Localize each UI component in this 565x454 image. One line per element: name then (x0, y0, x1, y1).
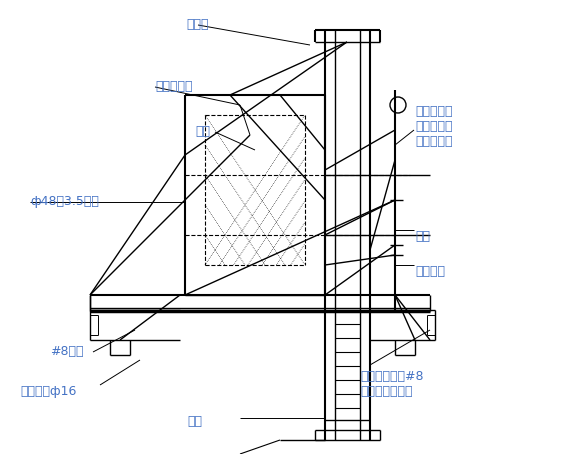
Text: 钢柱: 钢柱 (188, 415, 202, 428)
Text: ф48＊3.5钢管: ф48＊3.5钢管 (30, 195, 99, 208)
Text: 槽钢用铅丝扎紧: 槽钢用铅丝扎紧 (360, 385, 412, 398)
Text: 落差保护器: 落差保护器 (155, 80, 193, 93)
Text: 动栏杆立杆: 动栏杆立杆 (415, 135, 453, 148)
Text: 电焊: 电焊 (415, 230, 430, 243)
Text: 绳梯: 绳梯 (195, 125, 210, 138)
Text: 安全带: 安全带 (187, 18, 209, 31)
Text: 钢管组成活: 钢管组成活 (415, 120, 453, 133)
Text: 大钢管套小: 大钢管套小 (415, 105, 453, 118)
Text: 双头螺栓ф16: 双头螺栓ф16 (20, 385, 76, 398)
Text: 脚手板两端与#8: 脚手板两端与#8 (360, 370, 424, 383)
Text: #8槽钢: #8槽钢 (50, 345, 84, 358)
Text: 施工人员: 施工人员 (415, 265, 445, 278)
